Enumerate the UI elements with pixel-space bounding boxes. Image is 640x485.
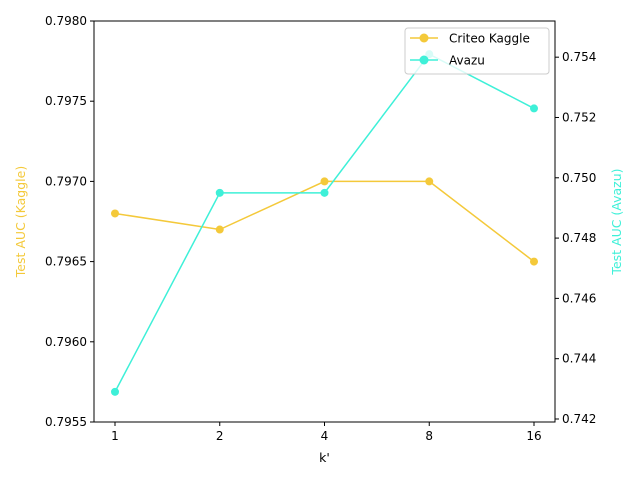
y-right-tick-label-0-752: 0.752 [562, 110, 596, 124]
legend-box [404, 27, 550, 75]
legend-label-avazu: Avazu [449, 54, 485, 68]
y-axis-left: 0.7955 0.7960 0.7965 0.7970 0.7975 0.7980 [45, 14, 94, 429]
data-point-avazu-1 [111, 387, 119, 396]
x-tick-label-2: 2 [216, 429, 224, 443]
y-right-tick-label-0-742: 0.742 [562, 412, 596, 426]
legend-label-criteo-kaggle: Criteo Kaggle [449, 32, 530, 46]
data-point-criteo-kaggle-2 [215, 225, 224, 234]
data-point-criteo-kaggle-8 [425, 177, 434, 186]
y-axis-right-label: Test AUC (Avazu) [609, 168, 624, 275]
x-tick-label-1: 1 [111, 429, 119, 443]
data-point-avazu-16 [530, 104, 538, 113]
y-left-tick-label-0-7960: 0.7960 [45, 335, 87, 349]
y-axis-right: 0.742 0.744 0.746 0.748 0.750 0.752 0.754 [555, 50, 596, 426]
x-tick-label-8: 8 [425, 429, 433, 443]
data-point-criteo-kaggle-16 [530, 257, 538, 266]
legend: Criteo Kaggle Avazu [404, 27, 550, 75]
y-right-tick-label-0-750: 0.750 [562, 171, 596, 185]
y-right-tick-label-0-748: 0.748 [562, 231, 596, 245]
y-left-tick-label-0-7980: 0.7980 [45, 14, 87, 28]
y-right-tick-label-0-744: 0.744 [562, 352, 596, 366]
y-left-tick-label-0-7975: 0.7975 [45, 94, 87, 108]
legend-marker-criteo-kaggle [419, 33, 429, 43]
data-point-avazu-2 [215, 188, 224, 197]
legend-marker-avazu [419, 55, 429, 65]
data-point-criteo-kaggle-1 [111, 209, 119, 218]
x-axis-label: k' [319, 450, 330, 465]
y-right-tick-label-0-754: 0.754 [562, 50, 596, 64]
series-layer [111, 50, 538, 396]
y-left-tick-label-0-7970: 0.7970 [45, 174, 87, 188]
data-point-avazu-4 [320, 188, 329, 197]
y-left-tick-label-0-7965: 0.7965 [45, 255, 87, 269]
y-left-tick-label-0-7955: 0.7955 [45, 415, 87, 429]
x-tick-label-16: 16 [526, 429, 541, 443]
x-axis: 1 2 4 8 16 [111, 422, 542, 443]
data-point-criteo-kaggle-4 [320, 177, 329, 186]
y-axis-left-label: Test AUC (Kaggle) [13, 166, 28, 278]
x-tick-label-4: 4 [321, 429, 329, 443]
y-right-tick-label-0-746: 0.746 [562, 291, 596, 305]
